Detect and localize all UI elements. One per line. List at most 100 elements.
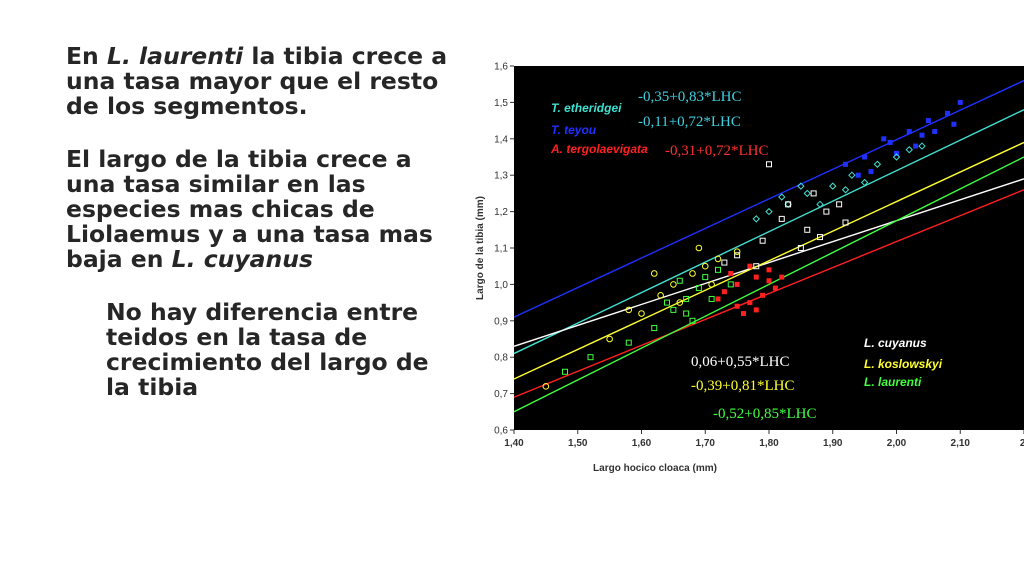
data-point — [689, 317, 696, 324]
data-point — [766, 161, 772, 168]
legend-left-item: T. teyou — [551, 123, 597, 137]
x-tick-label: 1,80 — [759, 438, 779, 449]
text-panel: En L. laurenti la tibia crece a una tasa… — [28, 44, 458, 428]
regression-line — [513, 189, 1024, 398]
data-point — [816, 200, 824, 209]
data-point — [676, 299, 684, 306]
data-point — [913, 143, 919, 149]
data-point — [951, 121, 957, 127]
data-point — [721, 259, 728, 266]
paragraph-tibia-rate: El largo de la tibia crece a una tasa si… — [28, 147, 458, 272]
y-tick-label: 1,2 — [494, 207, 508, 218]
data-point — [676, 277, 683, 284]
y-tick-label: 0,9 — [494, 316, 508, 327]
data-point — [766, 267, 772, 273]
regression-equation: -0,35+0,83*LHC — [638, 89, 741, 105]
paragraph-laurenti: En L. laurenti la tibia crece a una tasa… — [28, 44, 458, 119]
data-point — [848, 171, 856, 179]
data-point — [862, 154, 868, 160]
data-point — [803, 189, 811, 198]
data-point — [841, 186, 850, 194]
paragraph-teidos: No hay diferencia entre teidos en la tas… — [106, 298, 429, 401]
data-point — [765, 207, 773, 216]
data-point — [542, 383, 550, 390]
regression-line — [513, 141, 1024, 380]
data-point — [702, 274, 709, 281]
regression-equation: 0,06+0,55*LHC — [691, 354, 789, 370]
data-point — [873, 160, 882, 168]
data-point — [881, 136, 887, 142]
legend-right-item: L. koslowskyi — [864, 357, 943, 371]
data-point — [701, 262, 709, 270]
axes: 0,6 0,7 0,8 0,9 1,0 1,1 1,2 1,3 1,4 1,5 1,6 1,40 1,5… — [475, 62, 1024, 474]
data-point — [625, 306, 633, 314]
data-point — [734, 303, 740, 309]
annotations: T. etheridgei T. teyou A. tergolaevigata L.… — [550, 89, 943, 422]
x-tick-label: 2, — [1020, 438, 1024, 449]
plot-background — [514, 66, 1024, 430]
data-point — [689, 270, 696, 277]
data-point — [721, 289, 727, 295]
data-point — [753, 307, 759, 313]
data-point — [817, 234, 823, 241]
regression-equation: -0,39+0,81*LHC — [691, 378, 794, 394]
data-point — [919, 132, 925, 138]
data-point — [804, 226, 811, 233]
data-point — [855, 172, 861, 178]
p1-text-c: la tibia crece a una tasa mayor que el r… — [66, 42, 448, 120]
data-point — [752, 215, 760, 223]
data-point — [823, 208, 830, 215]
data-point — [708, 281, 715, 288]
data-points — [542, 99, 963, 390]
y-tick-label: 1,5 — [494, 98, 508, 109]
data-point — [728, 270, 734, 276]
y-tick-label: 1,3 — [494, 171, 508, 182]
x-tick-label: 2,00 — [887, 438, 907, 449]
data-point — [683, 310, 690, 317]
x-tick-label: 1,60 — [632, 438, 652, 449]
data-point — [772, 285, 778, 291]
data-point — [587, 354, 594, 361]
data-point — [606, 335, 613, 343]
data-point — [753, 263, 760, 270]
p2-species: L. cuyanus — [171, 245, 313, 273]
regression-equation: -0,11+0,72*LHC — [638, 114, 741, 130]
data-point — [810, 190, 817, 197]
x-tick-label: 1,50 — [568, 438, 588, 449]
y-tick-label: 0,6 — [494, 426, 508, 437]
data-point — [868, 169, 874, 175]
legend-left-item: T. etheridgei — [551, 101, 622, 115]
y-tick-label: 1,0 — [494, 280, 508, 291]
y-tick-label: 0,7 — [494, 389, 508, 400]
data-point — [797, 245, 804, 251]
p1-species: L. laurenti — [106, 42, 244, 70]
data-point — [562, 368, 568, 375]
data-point — [785, 201, 792, 208]
data-point — [670, 306, 677, 313]
data-point — [779, 274, 785, 280]
regression-line — [513, 109, 1024, 355]
data-point — [753, 274, 759, 280]
data-point — [741, 311, 746, 317]
data-point — [708, 295, 715, 302]
data-point — [715, 266, 721, 273]
data-point — [945, 110, 950, 116]
regression-equation: -0,31+0,72*LHC — [665, 143, 768, 159]
data-point — [664, 299, 670, 306]
y-tick-label: 1,4 — [494, 134, 508, 145]
data-point — [860, 178, 869, 187]
data-point — [715, 296, 721, 302]
data-point — [734, 252, 741, 259]
y-tick-label: 1,1 — [494, 244, 508, 255]
data-point — [797, 182, 805, 190]
y-tick-label: 0,8 — [494, 353, 508, 364]
data-point — [843, 161, 848, 167]
data-point — [670, 281, 677, 288]
data-point — [747, 300, 753, 306]
data-point — [957, 99, 963, 105]
p1-text-a: En — [66, 42, 107, 70]
data-point — [695, 285, 702, 292]
y-axis-label: Largo de la tibia (mm) — [475, 196, 486, 300]
data-point — [778, 193, 786, 201]
